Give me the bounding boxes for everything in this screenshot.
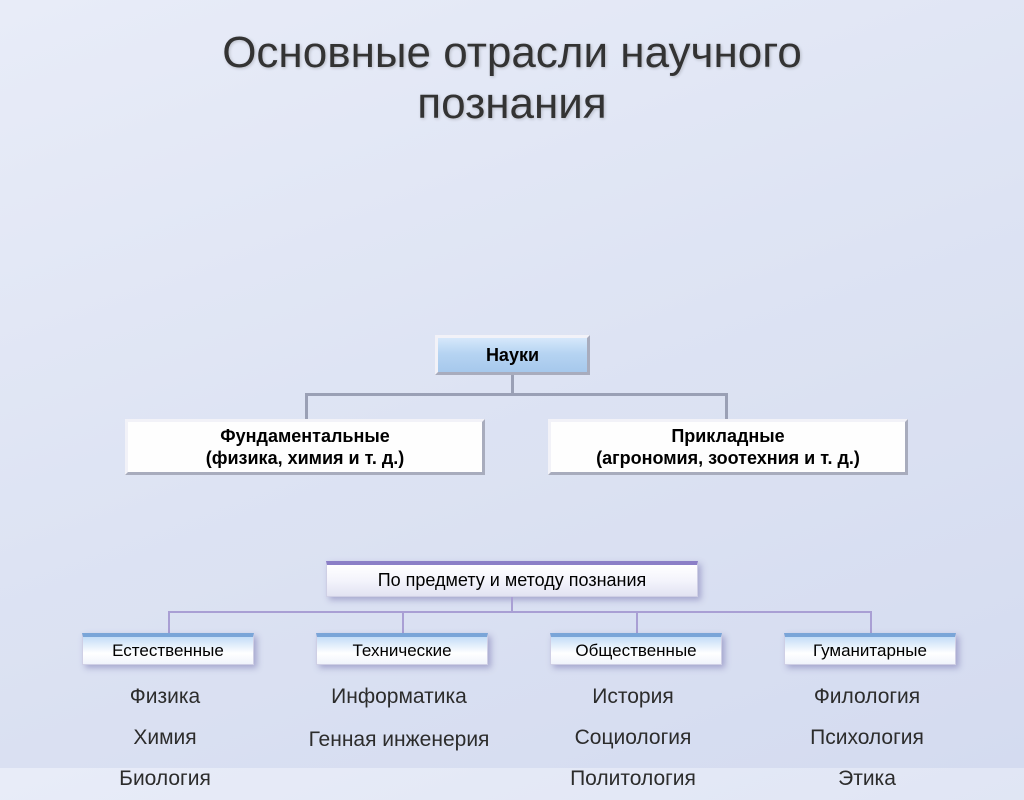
ex-1-1: Генная инженерия — [294, 728, 504, 752]
tree1-root-label: Науки — [486, 345, 539, 366]
tree2-root: По предмету и методу познания — [326, 561, 698, 597]
tree2-branch-1: Технические — [316, 633, 488, 665]
tree1-right: Прикладные (агрономия, зоотехния и т. д.… — [548, 419, 908, 475]
tree2-leg-0 — [168, 611, 170, 633]
ex-0-0: Физика — [60, 677, 270, 718]
tree2-leg-2 — [636, 611, 638, 633]
tree1-left-l2: (физика, химия и т. д.) — [206, 447, 405, 470]
tree2-branch-3-label: Гуманитарные — [813, 641, 927, 661]
ex-0-2: Биология — [60, 759, 270, 800]
tree1-conn-l — [305, 393, 308, 419]
tree1-right-l2: (агрономия, зоотехния и т. д.) — [596, 447, 860, 470]
tree2-leg-1 — [402, 611, 404, 633]
examples-col-0: Физика Химия Биология — [60, 677, 270, 800]
tree2-branch-3: Гуманитарные — [784, 633, 956, 665]
tree2-branch-1-label: Технические — [352, 641, 451, 661]
tree2-leg-3 — [870, 611, 872, 633]
ex-1-0: Информатика — [294, 677, 504, 718]
examples-col-2: История Социология Политология — [528, 677, 738, 800]
tree1-root: Науки — [435, 335, 590, 375]
tree2-branch-2-label: Общественные — [575, 641, 696, 661]
ex-0-1: Химия — [60, 718, 270, 759]
tree1-conn-v — [511, 375, 514, 393]
tree1-right-l1: Прикладные — [671, 425, 784, 448]
ex-3-0: Филология — [762, 677, 972, 718]
tree2-branch-0-label: Естественные — [112, 641, 224, 661]
ex-2-2: Политология — [528, 759, 738, 800]
ex-2-0: История — [528, 677, 738, 718]
examples-col-1: Информатика Генная инженерия — [294, 677, 504, 752]
slide-title: Основные отрасли научного познания — [0, 0, 1024, 129]
tree1-conn-r — [725, 393, 728, 419]
tree2-conn-v — [511, 597, 513, 611]
tree2-root-label: По предмету и методу познания — [378, 570, 647, 591]
ex-3-2: Этика — [762, 759, 972, 800]
tree1-left: Фундаментальные (физика, химия и т. д.) — [125, 419, 485, 475]
tree1-conn-h — [305, 393, 725, 396]
tree2-branch-2: Общественные — [550, 633, 722, 665]
tree2-conn-h — [168, 611, 870, 613]
ex-3-1: Психология — [762, 718, 972, 759]
tree2-branch-0: Естественные — [82, 633, 254, 665]
tree1-left-l1: Фундаментальные — [220, 425, 389, 448]
examples-col-3: Филология Психология Этика — [762, 677, 972, 800]
ex-2-1: Социология — [528, 718, 738, 759]
title-line-1: Основные отрасли научного — [222, 28, 802, 77]
title-line-2: познания — [417, 79, 606, 128]
